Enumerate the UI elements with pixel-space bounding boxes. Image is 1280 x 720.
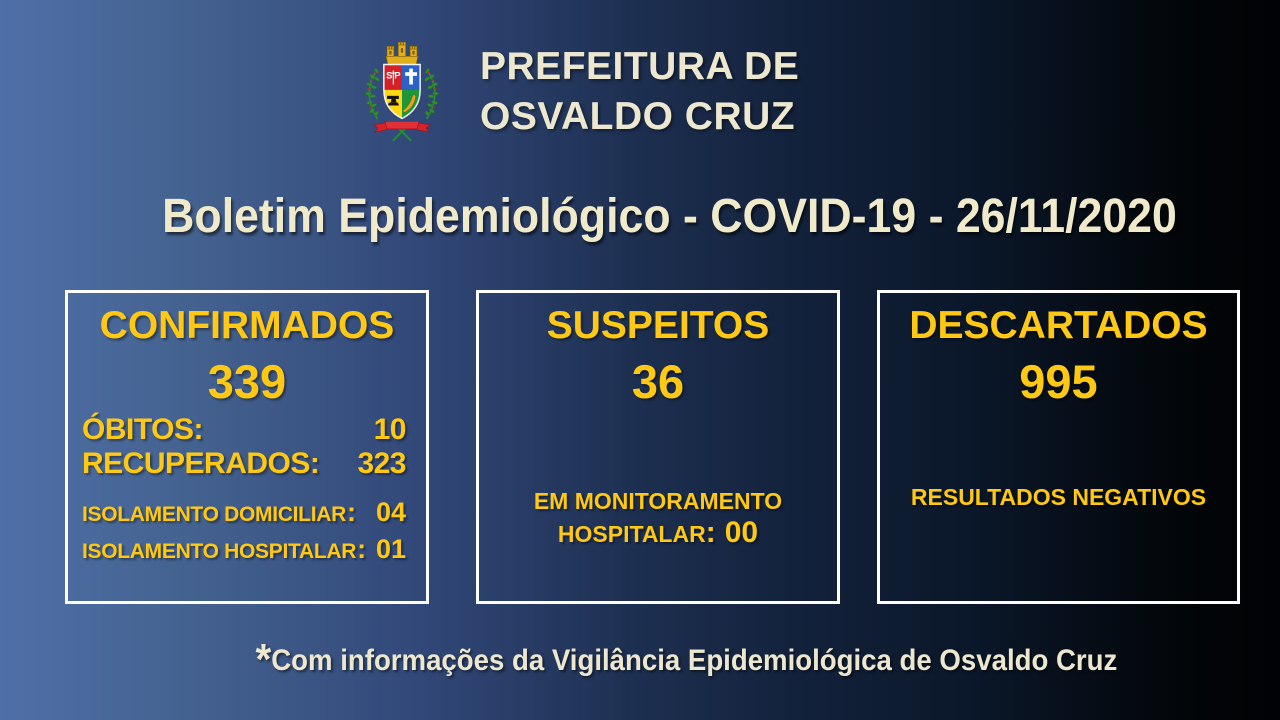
org-name-line2: OSVALDO CRUZ — [480, 95, 796, 138]
bulletin-title: Boletim Epidemiológico - COVID-19 - 26/1… — [161, 190, 1177, 243]
home-isolation-label: ISOLAMENTO DOMICILIAR — [82, 503, 346, 526]
hospital-isolation-colon: : — [357, 534, 367, 564]
footnote: *Com informações da Vigilância Epidemiol… — [255, 638, 1117, 682]
suspected-count: 36 — [631, 355, 685, 408]
hospital-isolation-label: ISOLAMENTO HOSPITALAR — [82, 540, 357, 563]
confirmed-count: 339 — [207, 355, 287, 408]
suspected-card: SUSPEITOS 36 EM MONITORAMENTO HOSPITALAR… — [476, 290, 840, 604]
recovered-label: RECUPERADOS: — [82, 447, 320, 480]
monitoring-note-line1: EM MONITORAMENTO — [533, 488, 783, 514]
deaths-value: 10 — [373, 413, 407, 446]
hospital-isolation-row: ISOLAMENTO HOSPITALAR : 01 — [82, 532, 406, 569]
monitoring-note-line2: HOSPITALAR: 00 — [479, 517, 837, 550]
bulletin-title-wrap: Boletim Epidemiológico - COVID-19 - 26/1… — [58, 189, 1280, 244]
suspected-note: EM MONITORAMENTO HOSPITALAR: 00 — [479, 485, 837, 550]
monitoring-hospital-label: HOSPITALAR — [557, 521, 706, 547]
deaths-row: ÓBITOS: 10 — [82, 413, 407, 447]
home-isolation-row: ISOLAMENTO DOMICILIAR : 04 — [82, 495, 406, 532]
confirmed-card-body: ÓBITOS: 10 RECUPERADOS: 323 ISOLAMENTO D… — [68, 413, 426, 569]
discarded-card: DESCARTADOS 995 RESULTADOS NEGATIVOS — [877, 290, 1240, 604]
discarded-card-title: DESCARTADOS — [909, 304, 1208, 347]
recovered-row: RECUPERADOS: 323 — [82, 447, 406, 481]
deaths-label: ÓBITOS: — [82, 413, 203, 446]
recovered-value: 323 — [357, 447, 406, 480]
footnote-text: Com informações da Vigilância Epidemioló… — [270, 644, 1117, 677]
discarded-note: RESULTADOS NEGATIVOS — [880, 481, 1237, 513]
discarded-count: 995 — [1019, 355, 1098, 408]
monitoring-hospital-value: 00 — [724, 516, 759, 549]
org-name: PREFEITURA DE OSVALDO CRUZ — [480, 42, 799, 142]
monitoring-hospital-colon: : — [705, 516, 716, 549]
org-name-line1: PREFEITURA DE — [480, 45, 800, 88]
logo-letter-p: P — [394, 71, 401, 82]
coat-of-arms-logo: S P — [365, 41, 440, 142]
footer-wrap: *Com informações da Vigilância Epidemiol… — [92, 638, 1280, 682]
confirmed-card: CONFIRMADOS 339 ÓBITOS: 10 RECUPERADOS: … — [65, 290, 429, 604]
home-isolation-value: 04 — [375, 497, 406, 527]
header: S P PREFEITURA DE OSVALDO CRUZ — [356, 30, 799, 148]
negative-results-label: RESULTADOS NEGATIVOS — [910, 484, 1207, 510]
suspected-card-title: SUSPEITOS — [546, 304, 770, 347]
confirmed-card-title: CONFIRMADOS — [99, 304, 395, 347]
hospital-isolation-value: 01 — [375, 534, 406, 564]
logo-letter-s: S — [386, 71, 392, 82]
footnote-asterisk: * — [255, 635, 271, 684]
home-isolation-colon: : — [346, 497, 356, 527]
